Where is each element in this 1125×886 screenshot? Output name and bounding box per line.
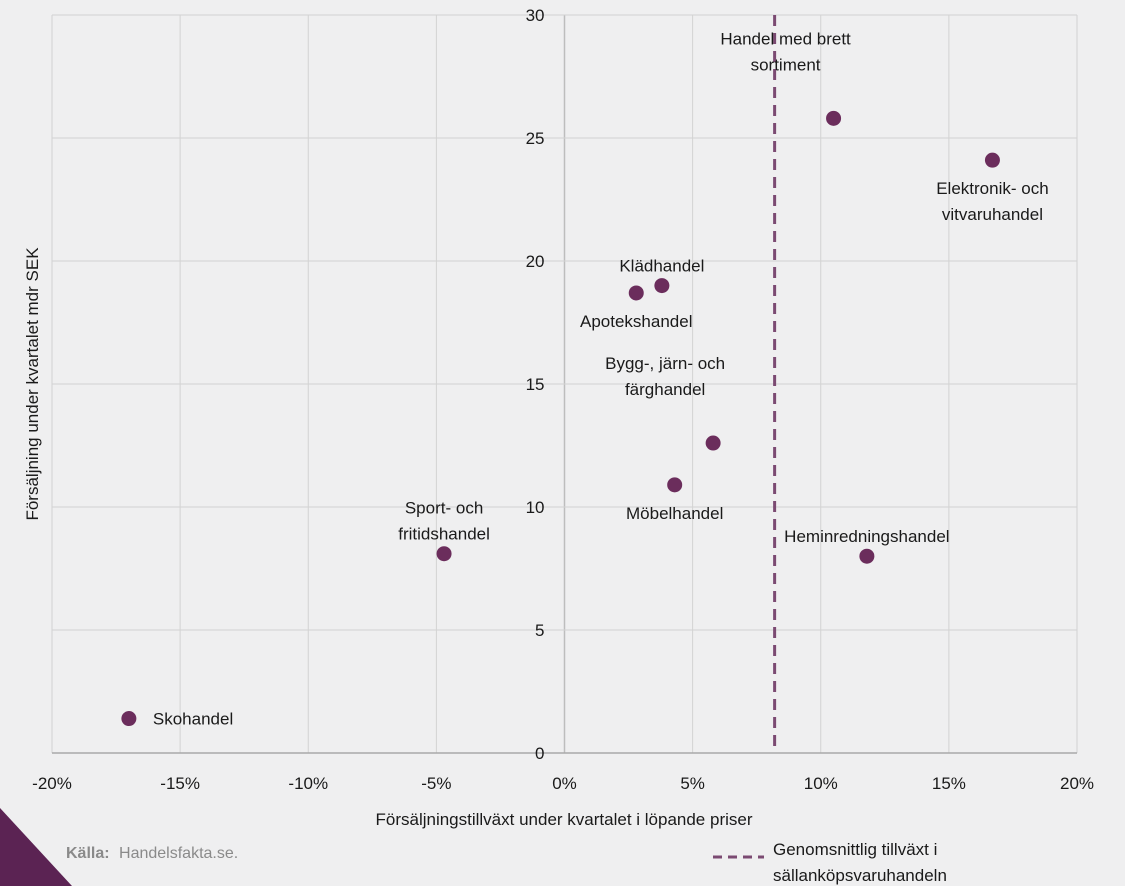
corner-decoration	[0, 808, 72, 886]
y-tick-label: 0	[535, 744, 544, 763]
y-tick-label: 25	[526, 129, 545, 148]
y-axis-label: Försäljning under kvartalet mdr SEK	[23, 247, 42, 521]
x-tick-label: 0%	[552, 774, 577, 793]
source-note: Källa: Handelsfakta.se.	[66, 845, 238, 862]
y-tick-label: 10	[526, 498, 545, 517]
x-tick-label: -15%	[160, 774, 200, 793]
data-point-label: Bygg-, järn- och	[605, 354, 725, 373]
data-point	[628, 285, 644, 301]
data-point	[667, 477, 683, 493]
legend-label-line-2: sällanköpsvaruhandeln	[773, 866, 947, 885]
x-tick-label: 5%	[680, 774, 705, 793]
data-point	[826, 110, 842, 126]
source-value: Handelsfakta.se.	[119, 845, 238, 862]
data-point-label: färghandel	[625, 380, 705, 399]
data-point-label: Skohandel	[153, 710, 233, 729]
data-point-label: Handel med brett	[720, 29, 851, 48]
y-tick-label: 20	[526, 252, 545, 271]
data-point	[859, 548, 875, 564]
data-point	[436, 546, 452, 562]
data-point-label: vitvaruhandel	[942, 205, 1043, 224]
data-points: Handel med brett sortiment Elektronik- och…	[121, 29, 1049, 729]
axis-ticks: -20% -15% -10% -5% 0% 5% 10% 15% 20% 0 5 10 15 20 25 30	[32, 6, 1094, 793]
y-tick-label: 30	[526, 6, 545, 25]
data-point-label: fritidshandel	[398, 525, 490, 544]
x-tick-label: -5%	[421, 774, 451, 793]
data-point	[121, 711, 137, 727]
data-point-label: sortiment	[751, 55, 821, 74]
data-point-label: Möbelhandel	[626, 504, 723, 523]
x-axis-label: Försäljningstillväxt under kvartalet i l…	[375, 810, 752, 829]
data-point	[984, 152, 1000, 168]
grid	[51, 14, 1078, 754]
x-tick-label: 15%	[932, 774, 966, 793]
y-tick-label: 15	[526, 375, 545, 394]
data-point-label: Elektronik- och	[936, 179, 1048, 198]
x-tick-label: 10%	[804, 774, 838, 793]
data-point	[654, 278, 670, 294]
data-point-label: Klädhandel	[619, 257, 704, 276]
x-tick-label: -10%	[288, 774, 328, 793]
legend: Genomsnittlig tillväxt i sällanköpsvaruh…	[713, 840, 947, 885]
data-point-label: Heminredningshandel	[784, 527, 949, 546]
legend-label-line-1: Genomsnittlig tillväxt i	[773, 840, 937, 859]
data-point-label: Apotekshandel	[580, 312, 692, 331]
source-key: Källa:	[66, 845, 110, 862]
x-tick-label: 20%	[1060, 774, 1094, 793]
data-point-label: Sport- och	[405, 499, 483, 518]
x-tick-label: -20%	[32, 774, 72, 793]
data-point	[705, 435, 721, 451]
y-tick-label: 5	[535, 621, 544, 640]
